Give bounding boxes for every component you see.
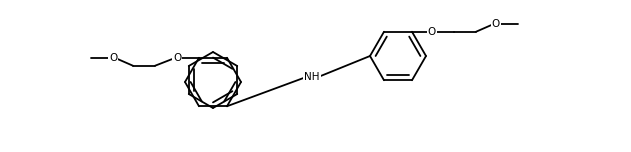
Text: O: O [173, 53, 181, 63]
Text: O: O [492, 19, 500, 29]
Text: O: O [109, 53, 117, 63]
Text: O: O [428, 27, 436, 37]
Text: NH: NH [304, 72, 320, 82]
